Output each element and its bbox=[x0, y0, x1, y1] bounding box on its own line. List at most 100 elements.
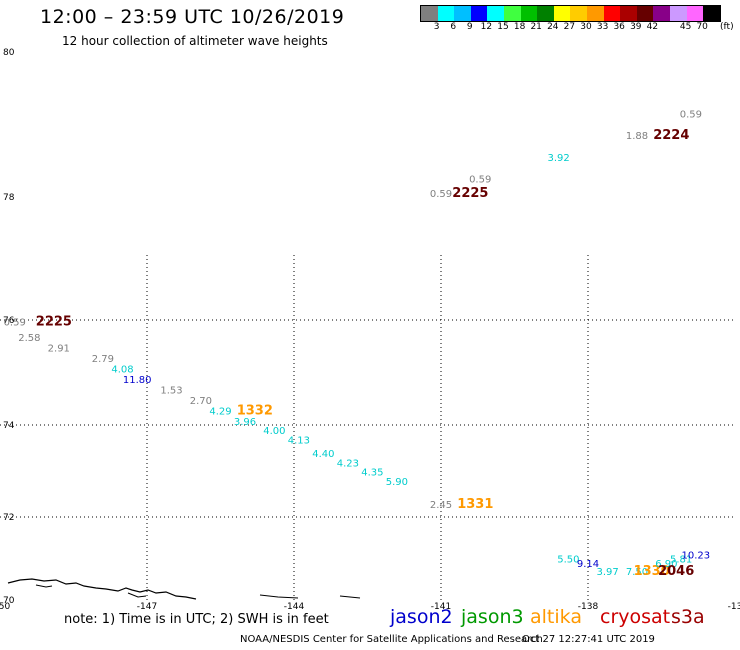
latitude-tick-label: 74 bbox=[3, 421, 15, 431]
legend-cryosat: cryosat bbox=[600, 606, 671, 628]
wave-height-value: 1.88 bbox=[626, 131, 648, 142]
pass-time-label: 2224 bbox=[653, 128, 689, 143]
colorbar-swatch bbox=[487, 6, 504, 21]
wave-height-value: 0.59 bbox=[4, 317, 26, 328]
colorbar-swatch bbox=[470, 6, 488, 21]
colorbar-label: 27 bbox=[563, 22, 576, 32]
colorbar-label: 3 bbox=[433, 22, 440, 32]
wave-height-value: 4.08 bbox=[111, 365, 133, 376]
wave-height-value: 4.00 bbox=[263, 426, 285, 437]
wave-height-value: 2.79 bbox=[92, 354, 114, 365]
colorbar-swatch bbox=[537, 6, 554, 21]
coastline-segment bbox=[339, 595, 361, 599]
longitude-tick-label: -138 bbox=[578, 602, 599, 612]
wave-height-value: 11.80 bbox=[123, 375, 152, 386]
pass-time-label: 2225 bbox=[452, 186, 488, 201]
page-subtitle: 12 hour collection of altimeter wave hei… bbox=[62, 34, 328, 48]
colorbar-label: 21 bbox=[530, 22, 542, 32]
colorbar-swatch bbox=[586, 6, 604, 21]
colorbar-label: 6 bbox=[450, 22, 457, 32]
colorbar-label: 9 bbox=[466, 22, 473, 32]
latitude-tick-label: 70 bbox=[3, 596, 15, 606]
colorbar-label: 24 bbox=[547, 22, 559, 32]
colorbar-swatch bbox=[570, 6, 587, 21]
latitude-tick-label: 80 bbox=[3, 48, 15, 58]
colorbar-label: 45 bbox=[679, 22, 692, 32]
pass-time-label: 1332 bbox=[237, 404, 273, 419]
colorbar-swatch bbox=[653, 6, 670, 21]
colorbar-label: 15 bbox=[497, 22, 509, 32]
legend-s3a: s3a bbox=[671, 606, 705, 628]
wave-height-value: 4.35 bbox=[361, 468, 383, 479]
wave-height-value: 5.50 bbox=[557, 555, 579, 566]
longitude-tick-label: -144 bbox=[284, 602, 305, 612]
longitude-tick-label: -13 bbox=[728, 602, 740, 612]
wave-height-value: 4.29 bbox=[209, 407, 231, 418]
coastline-island bbox=[127, 592, 147, 598]
pass-time-label: 2225 bbox=[36, 314, 72, 329]
wave-height-value: 0.59 bbox=[430, 189, 452, 200]
wave-height-value: 2.58 bbox=[18, 333, 40, 344]
wave-height-value: 9.14 bbox=[577, 559, 599, 570]
colorbar-label: 70 bbox=[696, 22, 708, 32]
colorbar-swatch bbox=[603, 6, 621, 21]
colorbar-swatch bbox=[669, 6, 687, 21]
latitude-tick-label: 76 bbox=[3, 316, 15, 326]
longitude-tick-label: -147 bbox=[137, 602, 157, 612]
coastline bbox=[7, 578, 197, 600]
wave-height-value: 6.90 bbox=[655, 559, 677, 570]
longitude-tick-label: -150 bbox=[0, 602, 10, 612]
generation-timestamp: Oct 27 12:27:41 UTC 2019 bbox=[522, 634, 655, 645]
pass-time-label: 2046 bbox=[658, 564, 694, 579]
colorbar-label: 33 bbox=[596, 22, 609, 32]
wave-height-value: 0.59 bbox=[680, 109, 702, 120]
wave-height-value: 2.45 bbox=[430, 500, 452, 511]
colorbar-swatch bbox=[437, 6, 455, 21]
wave-height-value: 4.40 bbox=[312, 449, 334, 460]
colorbar-swatch bbox=[620, 6, 637, 21]
wave-height-value: 4.23 bbox=[337, 458, 359, 469]
colorbar-swatch bbox=[636, 6, 654, 21]
wave-height-value: 2.91 bbox=[48, 344, 70, 355]
colorbar-swatch bbox=[421, 6, 438, 21]
colorbar-swatch bbox=[686, 6, 704, 21]
coastline-island bbox=[35, 584, 53, 588]
wave-height-value: 3.97 bbox=[596, 567, 618, 578]
colorbar-swatch bbox=[703, 6, 720, 21]
wave-height-value: 1.53 bbox=[160, 386, 182, 397]
wave-height-colorbar bbox=[420, 5, 721, 22]
footer-note: note: 1) Time is in UTC; 2) SWH is in fe… bbox=[64, 612, 329, 627]
latitude-tick-label: 72 bbox=[3, 513, 14, 523]
colorbar-label: 12 bbox=[480, 22, 493, 32]
colorbar-swatch bbox=[503, 6, 521, 21]
wave-height-value: 3.96 bbox=[234, 417, 256, 428]
latitude-tick-label: 78 bbox=[3, 193, 15, 203]
wave-height-value: 5.81 bbox=[670, 555, 692, 566]
colorbar-label: 36 bbox=[613, 22, 625, 32]
colorbar-swatch bbox=[553, 6, 571, 21]
legend-jason2: jason2 bbox=[390, 606, 453, 628]
wave-height-value: 2.70 bbox=[190, 396, 212, 407]
colorbar-label: 42 bbox=[646, 22, 659, 32]
colorbar-label: 18 bbox=[513, 22, 526, 32]
wave-height-value: 3.92 bbox=[547, 153, 569, 164]
wave-height-value: 7.50 bbox=[626, 567, 648, 578]
colorbar-label: 39 bbox=[630, 22, 642, 32]
pass-time-label: 1331 bbox=[457, 497, 493, 512]
credit-text: NOAA/NESDIS Center for Satellite Applica… bbox=[240, 634, 543, 645]
pass-time-label: 1330 bbox=[634, 564, 670, 579]
legend-altika: altika bbox=[530, 606, 582, 628]
page-title: 12:00 – 23:59 UTC 10/26/2019 bbox=[40, 6, 345, 28]
coastline-segment bbox=[259, 594, 299, 599]
wave-height-value: 10.23 bbox=[681, 551, 710, 562]
wave-height-value: 0.59 bbox=[469, 175, 491, 186]
colorbar-swatch bbox=[454, 6, 471, 21]
legend-jason3: jason3 bbox=[461, 606, 524, 628]
longitude-tick-label: -141 bbox=[431, 602, 451, 612]
colorbar-swatch bbox=[520, 6, 538, 21]
colorbar-label: 30 bbox=[580, 22, 592, 32]
wave-height-value: 5.90 bbox=[386, 477, 408, 488]
colorbar-unit: (ft) bbox=[720, 22, 734, 32]
